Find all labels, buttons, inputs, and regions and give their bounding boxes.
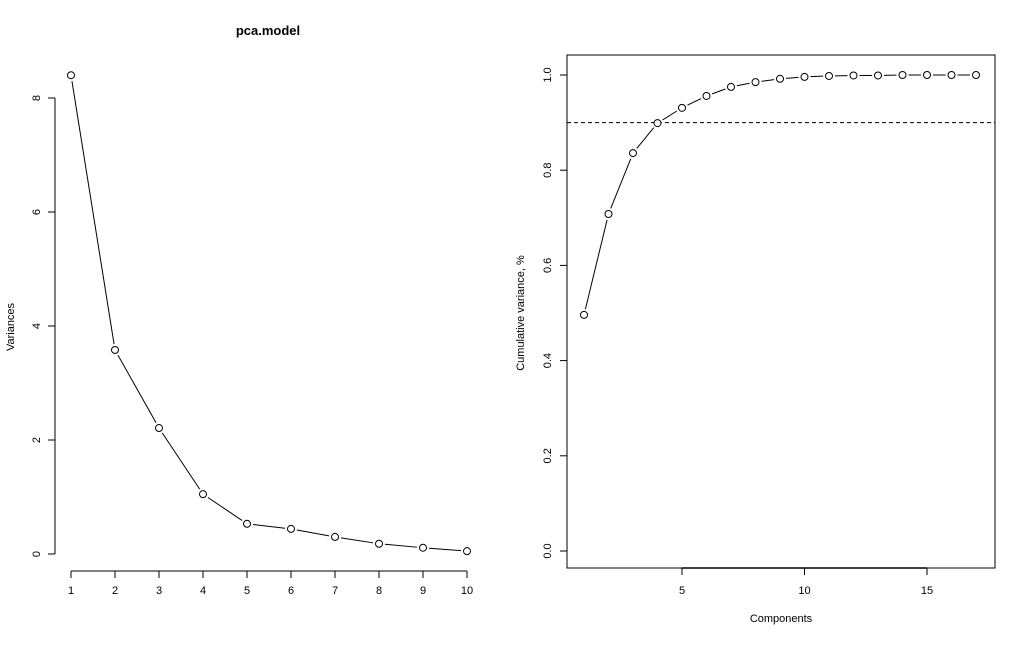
x-tick-label: 9 [420, 585, 426, 597]
variance-line-segment [253, 524, 285, 528]
x-axis-label: Components [750, 613, 813, 625]
y-tick-label: 0.6 [542, 258, 554, 273]
x-tick-label: 4 [200, 585, 206, 597]
variance-line-segment [208, 498, 242, 521]
variance-point [156, 425, 163, 432]
x-tick-label: 8 [376, 585, 382, 597]
variance-line-segment [429, 548, 461, 550]
y-axis-label: Variances [5, 302, 17, 351]
cumulative-variance-point [801, 73, 808, 80]
cumulative-variance-line-segment [761, 80, 774, 82]
x-tick-label: 7 [332, 585, 338, 597]
variance-line-segment [341, 538, 373, 543]
chart-title: pca.model [236, 23, 300, 38]
cumulative-variance-line-segment [611, 159, 631, 209]
cumulative-variance-point [948, 72, 955, 79]
cumulative-variance-point [899, 72, 906, 79]
cumulative-variance-point [777, 75, 784, 82]
y-tick-label: 0.0 [542, 543, 554, 558]
variance-line-segment [297, 530, 329, 536]
cumulative-variance-point [679, 104, 686, 111]
y-tick-label: 2 [31, 437, 43, 443]
x-tick-label: 5 [244, 585, 250, 597]
variance-point [420, 544, 427, 551]
y-tick-label: 0.8 [542, 163, 554, 178]
y-tick-label: 8 [31, 95, 43, 101]
x-tick-label: 10 [798, 585, 810, 597]
cumulative-variance-point [752, 79, 759, 86]
cumulative-variance-line-segment [585, 220, 607, 309]
cumulative-variance-line-segment [712, 89, 725, 94]
variance-point [288, 525, 295, 532]
y-tick-label: 0 [31, 551, 43, 557]
x-tick-label: 3 [156, 585, 162, 597]
y-tick-label: 1.0 [542, 67, 554, 82]
cumulative-variance-point [875, 72, 882, 79]
x-tick-label: 10 [461, 585, 473, 597]
x-tick-label: 1 [68, 585, 74, 597]
cumulative-variance-point [973, 72, 980, 79]
x-tick-label: 6 [288, 585, 294, 597]
variance-point [464, 548, 471, 555]
cumulative-variance-point [703, 92, 710, 99]
x-tick-label: 15 [921, 585, 933, 597]
variance-point [68, 72, 75, 79]
variance-line-segment [72, 81, 114, 344]
cumulative-variance-point [826, 72, 833, 79]
variance-line-segment [118, 355, 156, 423]
cumulative-variance-point [654, 120, 661, 127]
variance-line-segment [385, 544, 417, 547]
cumulative-variance-point [728, 83, 735, 90]
plot-box [567, 55, 995, 568]
cumulative-variance-line-segment [663, 111, 677, 120]
y-tick-label: 0.2 [542, 448, 554, 463]
cumulative-variance-point [850, 72, 857, 79]
cumulative-variance-line-segment [786, 77, 799, 78]
cumulative-variance-line-segment [637, 128, 654, 149]
cumulative-variance-point [630, 150, 637, 157]
y-tick-label: 4 [31, 323, 43, 329]
cumulative-variance-point [924, 72, 931, 79]
variance-point [244, 520, 251, 527]
y-axis-label: Cumulative variance, % [515, 255, 527, 371]
x-tick-label: 5 [679, 585, 685, 597]
x-tick-label: 2 [112, 585, 118, 597]
y-tick-label: 6 [31, 209, 43, 215]
variance-point [200, 491, 207, 498]
cumulative-variance-line-segment [737, 83, 750, 85]
variance-point [332, 533, 339, 540]
cumulative-variance-line-segment [687, 99, 701, 106]
variance-line-segment [162, 433, 199, 489]
variance-point [112, 346, 119, 353]
y-tick-label: 0.4 [542, 353, 554, 368]
cumulative-variance-point [605, 210, 612, 217]
cumulative-variance-point [581, 311, 588, 318]
variance-point [376, 540, 383, 547]
